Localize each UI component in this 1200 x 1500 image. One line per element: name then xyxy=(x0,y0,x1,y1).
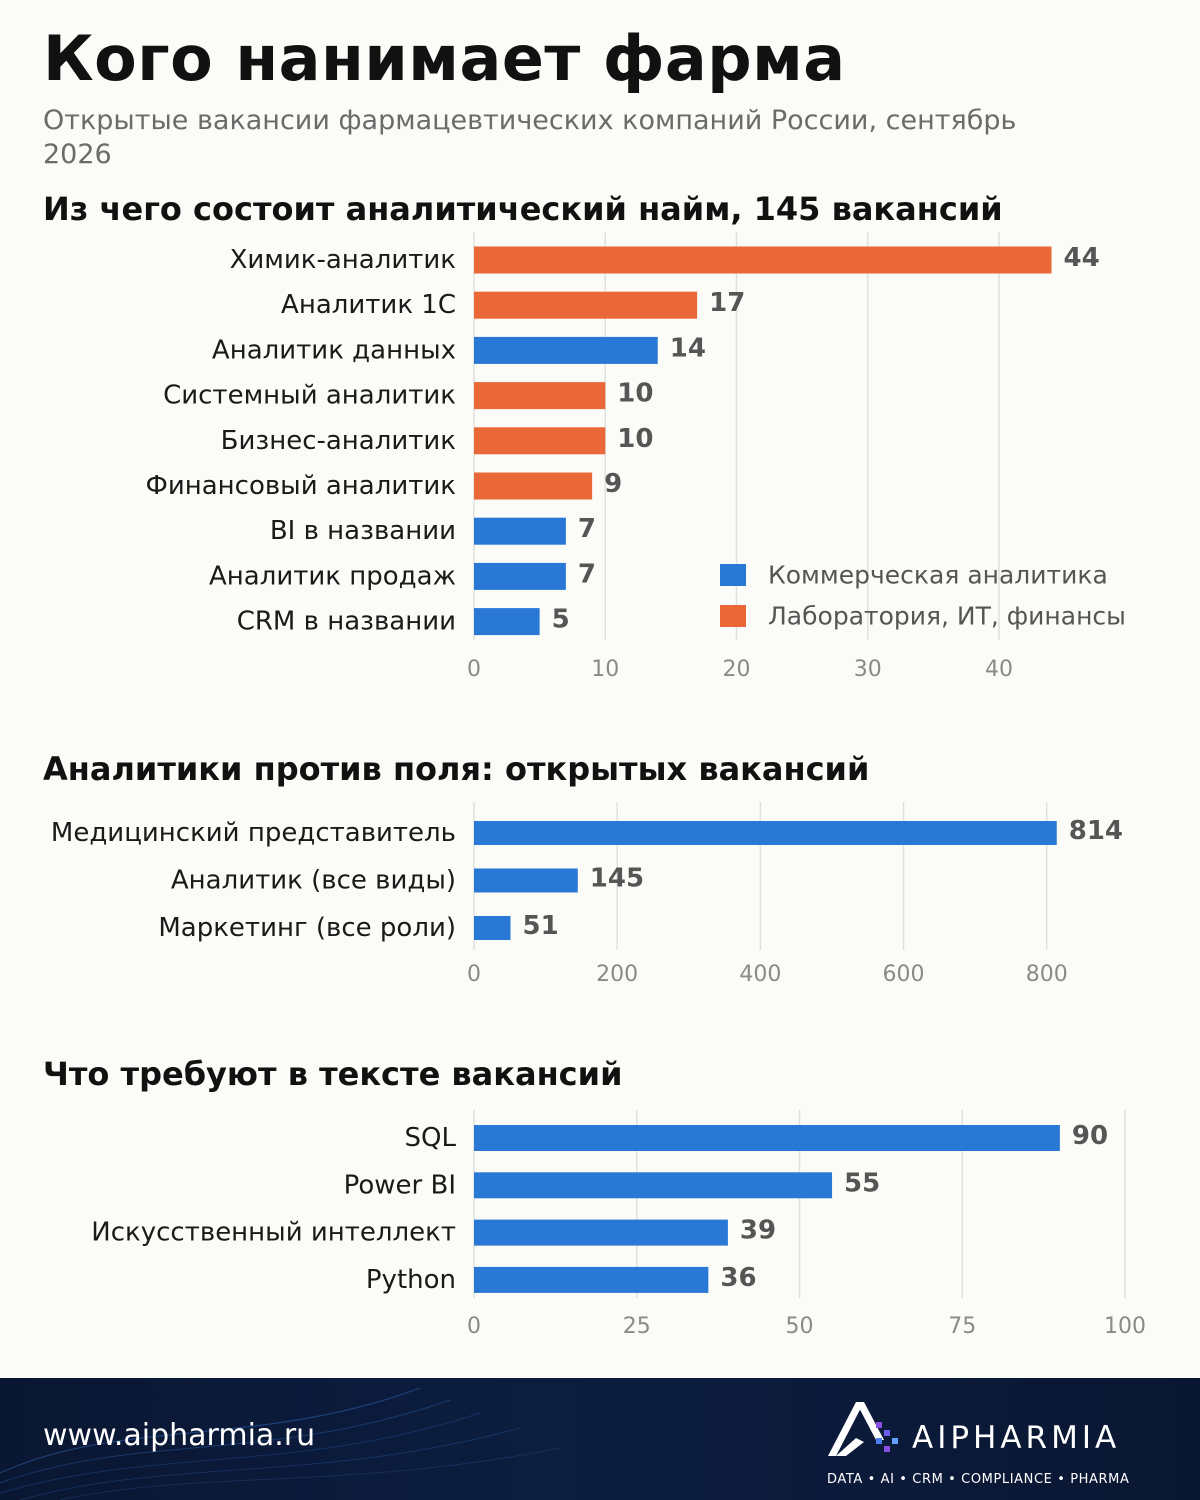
bar xyxy=(474,868,578,893)
x-tick-label: 0 xyxy=(467,962,481,987)
x-tick-label: 10 xyxy=(591,657,619,682)
x-tick-label: 0 xyxy=(467,657,481,682)
x-tick-label: 600 xyxy=(883,962,925,987)
value-label: 36 xyxy=(720,1263,756,1293)
legend-swatch xyxy=(720,564,746,586)
x-tick-label: 25 xyxy=(623,1314,651,1339)
category-label: CRM в названии xyxy=(237,607,456,637)
value-label: 90 xyxy=(1072,1121,1108,1151)
value-label: 814 xyxy=(1069,816,1123,846)
bar xyxy=(474,517,566,545)
bar xyxy=(474,1219,728,1246)
category-label: Искусственный интеллект xyxy=(91,1218,456,1248)
x-tick-label: 200 xyxy=(596,962,638,987)
legend-label: Коммерческая аналитика xyxy=(768,561,1108,590)
value-label: 10 xyxy=(617,379,653,409)
value-label: 44 xyxy=(1064,243,1100,273)
category-label: Бизнес-аналитик xyxy=(221,426,456,456)
x-tick-label: 40 xyxy=(985,657,1013,682)
chart-3-title: Что требуют в тексте вакансий xyxy=(43,1055,623,1093)
footer: www.aipharmia.ru AIPHARMIA DATA • AI • C… xyxy=(0,1378,1200,1500)
bar xyxy=(474,916,511,940)
analytics-roles-chart: 0 10 20 30 40 Химик-аналитик 44 Аналитик 1С 17 Ан… xyxy=(145,232,1126,682)
chart-2-title: Аналитики против поля: открытых вакансий xyxy=(43,750,870,788)
value-label: 17 xyxy=(709,288,745,318)
value-label: 10 xyxy=(617,424,653,454)
brand-tagline: DATA • AI • CRM • COMPLIANCE • PHARMA xyxy=(827,1472,1130,1487)
category-label: Аналитик (все виды) xyxy=(171,866,456,896)
value-label: 145 xyxy=(590,864,644,894)
bar xyxy=(474,336,658,364)
category-label: Финансовый аналитик xyxy=(145,471,456,501)
bar xyxy=(474,472,593,500)
category-label: Power BI xyxy=(344,1170,456,1200)
value-label: 39 xyxy=(740,1216,776,1246)
page-subtitle: Открытые вакансии фармацевтических компа… xyxy=(43,105,1017,170)
category-label: Химик-аналитик xyxy=(230,245,456,275)
bar xyxy=(474,291,698,319)
footer-wave-decoration xyxy=(0,1387,561,1500)
value-label: 5 xyxy=(552,605,570,635)
x-tick-label: 75 xyxy=(948,1314,976,1339)
bar xyxy=(474,427,606,455)
vacancy-requirements-chart: 0 25 50 75 100 SQL 90 Power BI 55 Искусственный и… xyxy=(91,1110,1146,1339)
value-label: 51 xyxy=(523,911,559,941)
aipharmia-logo-icon xyxy=(828,1402,898,1456)
legend-label: Лаборатория, ИТ, финансы xyxy=(768,602,1126,631)
x-tick-label: 0 xyxy=(467,1314,481,1339)
bar xyxy=(474,821,1057,845)
category-label: Аналитик данных xyxy=(212,335,456,365)
x-tick-label: 30 xyxy=(854,657,882,682)
x-tick-label: 800 xyxy=(1026,962,1068,987)
category-label: Маркетинг (все роли) xyxy=(158,913,456,943)
x-tick-label: 50 xyxy=(786,1314,814,1339)
category-label: Аналитик 1С xyxy=(281,290,456,320)
x-tick-label: 100 xyxy=(1104,1314,1146,1339)
legend-swatch xyxy=(720,605,746,627)
bar xyxy=(474,608,540,636)
page-title: Кого нанимает фарма xyxy=(43,22,846,95)
bar xyxy=(474,246,1052,274)
bar xyxy=(474,1266,709,1293)
bar xyxy=(474,1125,1060,1151)
x-tick-label: 400 xyxy=(739,962,781,987)
bar xyxy=(474,562,566,590)
category-label: Аналитик продаж xyxy=(209,561,456,591)
x-tick-label: 20 xyxy=(723,657,751,682)
value-label: 55 xyxy=(844,1168,880,1198)
category-label: Python xyxy=(366,1265,456,1295)
bar xyxy=(474,1172,833,1199)
brand-name: AIPHARMIA xyxy=(912,1420,1121,1456)
value-label: 9 xyxy=(604,469,622,499)
category-label: Медицинский представитель xyxy=(51,818,456,848)
analysts-vs-field-chart: 0 200 400 600 800 Медицинский представитель 81… xyxy=(51,802,1123,987)
category-label: BI в названии xyxy=(270,516,456,546)
value-label: 14 xyxy=(670,333,706,363)
bar xyxy=(474,382,606,410)
category-label: Системный аналитик xyxy=(163,381,456,411)
category-label: SQL xyxy=(405,1123,457,1153)
value-label: 7 xyxy=(578,559,596,589)
chart-1-title: Из чего состоит аналитический найм, 145 … xyxy=(43,190,1003,228)
website-link[interactable]: www.aipharmia.ru xyxy=(43,1418,316,1453)
value-label: 7 xyxy=(578,514,596,544)
